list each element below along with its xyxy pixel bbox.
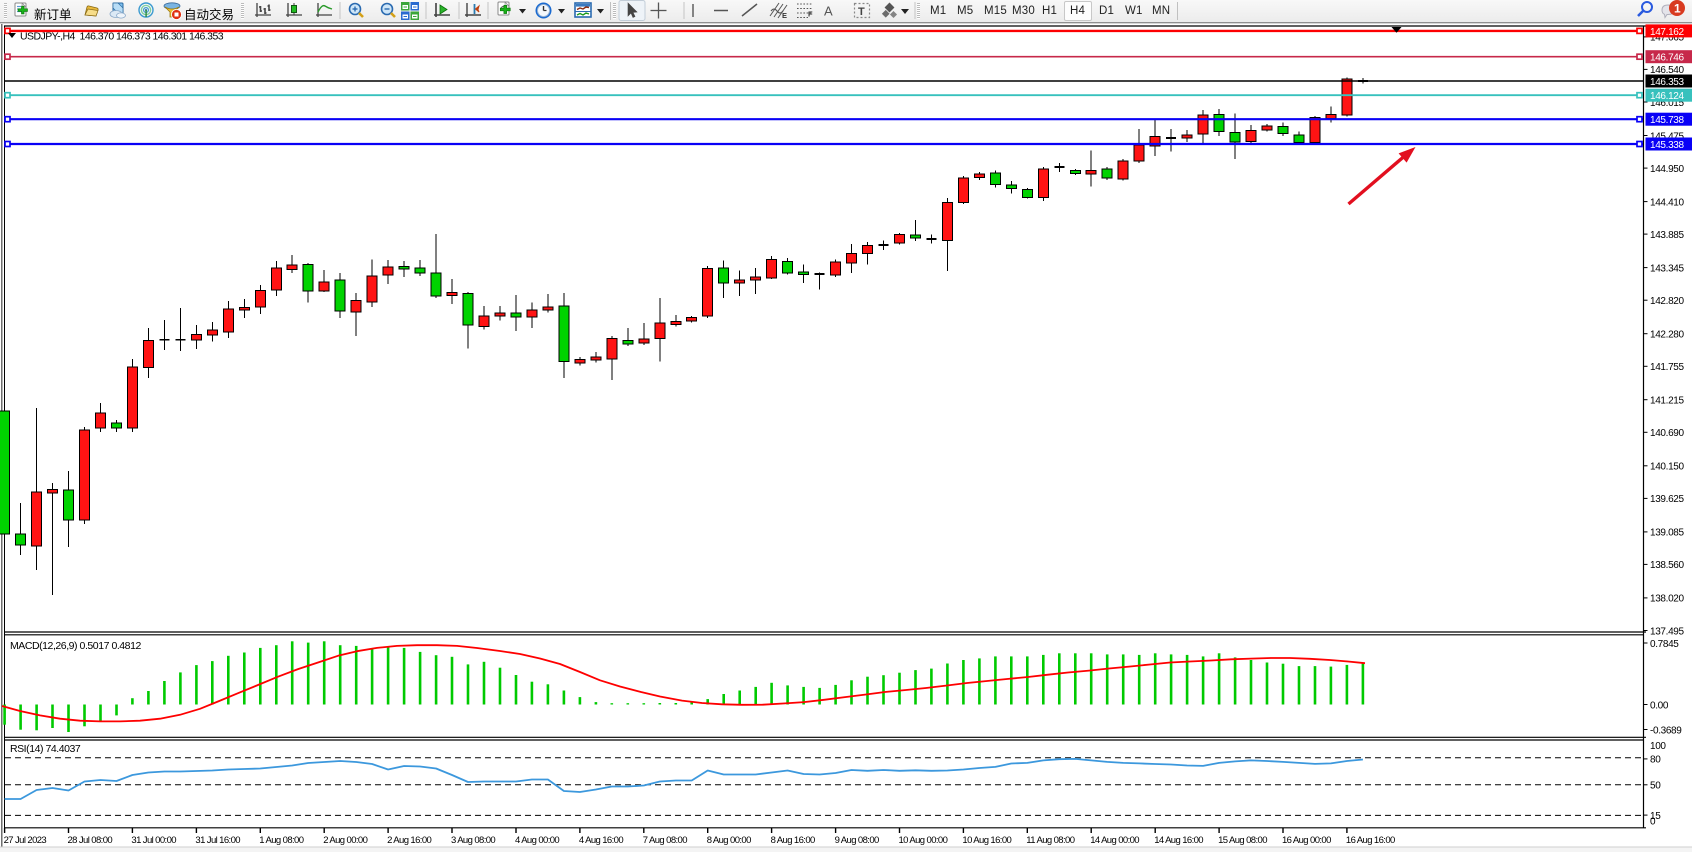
svg-text:146.746: 146.746 (1650, 53, 1684, 64)
svg-text:7 Aug 08:00: 7 Aug 08:00 (643, 835, 687, 846)
svg-text:8 Aug 00:00: 8 Aug 00:00 (707, 835, 751, 846)
svg-text:143.885: 143.885 (1650, 230, 1684, 241)
svg-text:145.475: 145.475 (1650, 131, 1684, 142)
svg-text:80: 80 (1650, 755, 1661, 766)
svg-text:15: 15 (1650, 811, 1661, 822)
svg-text:2 Aug 16:00: 2 Aug 16:00 (387, 835, 431, 846)
svg-text:145.338: 145.338 (1650, 140, 1684, 151)
svg-text:50: 50 (1650, 781, 1661, 792)
svg-text:145.738: 145.738 (1650, 115, 1684, 126)
svg-text:141.755: 141.755 (1650, 362, 1684, 373)
svg-text:14 Aug 00:00: 14 Aug 00:00 (1090, 835, 1139, 846)
svg-text:2 Aug 00:00: 2 Aug 00:00 (323, 835, 367, 846)
svg-text:15 Aug 08:00: 15 Aug 08:00 (1218, 835, 1267, 846)
svg-text:140.150: 140.150 (1650, 462, 1684, 473)
svg-text:137.495: 137.495 (1650, 626, 1684, 637)
svg-text:16 Aug 16:00: 16 Aug 16:00 (1346, 835, 1395, 846)
svg-text:28 Jul 08:00: 28 Jul 08:00 (68, 835, 113, 846)
svg-text:A: A (824, 4, 833, 19)
svg-text:11 Aug 08:00: 11 Aug 08:00 (1026, 835, 1074, 846)
svg-text:147.065: 147.065 (1650, 33, 1684, 44)
svg-text:T: T (858, 6, 865, 18)
svg-text:146.124: 146.124 (1650, 91, 1684, 102)
svg-text:146.540: 146.540 (1650, 65, 1684, 76)
svg-text:USDJPY-,H4 146.370 146.373 14: USDJPY-,H4 146.370 146.373 146.301 146.3… (20, 31, 224, 43)
svg-text:143.345: 143.345 (1650, 263, 1684, 274)
svg-text:27 Jul 2023: 27 Jul 2023 (4, 835, 47, 846)
svg-text:142.820: 142.820 (1650, 296, 1684, 307)
svg-text:10 Aug 16:00: 10 Aug 16:00 (962, 835, 1011, 846)
svg-text:16 Aug 00:00: 16 Aug 00:00 (1282, 835, 1331, 846)
svg-text:RSI(14) 74.4037: RSI(14) 74.4037 (10, 743, 81, 755)
svg-text:138.020: 138.020 (1650, 594, 1684, 605)
svg-text:14 Aug 16:00: 14 Aug 16:00 (1154, 835, 1203, 846)
svg-text:146.015: 146.015 (1650, 98, 1684, 109)
svg-text:100: 100 (1650, 741, 1666, 752)
svg-text:140.690: 140.690 (1650, 428, 1684, 439)
svg-text:MACD(12,26,9) 0.5017 0.4812: MACD(12,26,9) 0.5017 0.4812 (10, 640, 141, 652)
svg-text:146.353: 146.353 (1650, 77, 1684, 88)
svg-text:4 Aug 16:00: 4 Aug 16:00 (579, 835, 623, 846)
svg-text:0.7845: 0.7845 (1650, 639, 1679, 650)
svg-text:-0.3689: -0.3689 (1650, 725, 1682, 736)
svg-text:1 Aug 08:00: 1 Aug 08:00 (259, 835, 303, 846)
svg-text:4 Aug 00:00: 4 Aug 00:00 (515, 835, 559, 846)
svg-text:144.950: 144.950 (1650, 164, 1684, 175)
svg-text:8 Aug 16:00: 8 Aug 16:00 (771, 835, 815, 846)
svg-text:144.410: 144.410 (1650, 197, 1684, 208)
svg-text:9 Aug 08:00: 9 Aug 08:00 (835, 835, 879, 846)
svg-text:10 Aug 00:00: 10 Aug 00:00 (899, 835, 948, 846)
svg-text:0.00: 0.00 (1650, 700, 1669, 711)
svg-text:141.215: 141.215 (1650, 396, 1684, 407)
svg-text:1: 1 (1674, 2, 1681, 16)
svg-text:138.560: 138.560 (1650, 560, 1684, 571)
svg-text:147.162: 147.162 (1650, 27, 1684, 38)
svg-text:31 Jul 00:00: 31 Jul 00:00 (131, 835, 176, 846)
svg-text:139.625: 139.625 (1650, 494, 1684, 505)
svg-text:31 Jul 16:00: 31 Jul 16:00 (195, 835, 240, 846)
svg-text:139.085: 139.085 (1650, 528, 1684, 539)
svg-text:0: 0 (1650, 817, 1656, 828)
svg-text:F: F (808, 10, 813, 19)
svg-text:142.280: 142.280 (1650, 330, 1684, 341)
svg-text:E: E (782, 11, 787, 20)
svg-text:3 Aug 08:00: 3 Aug 08:00 (451, 835, 495, 846)
